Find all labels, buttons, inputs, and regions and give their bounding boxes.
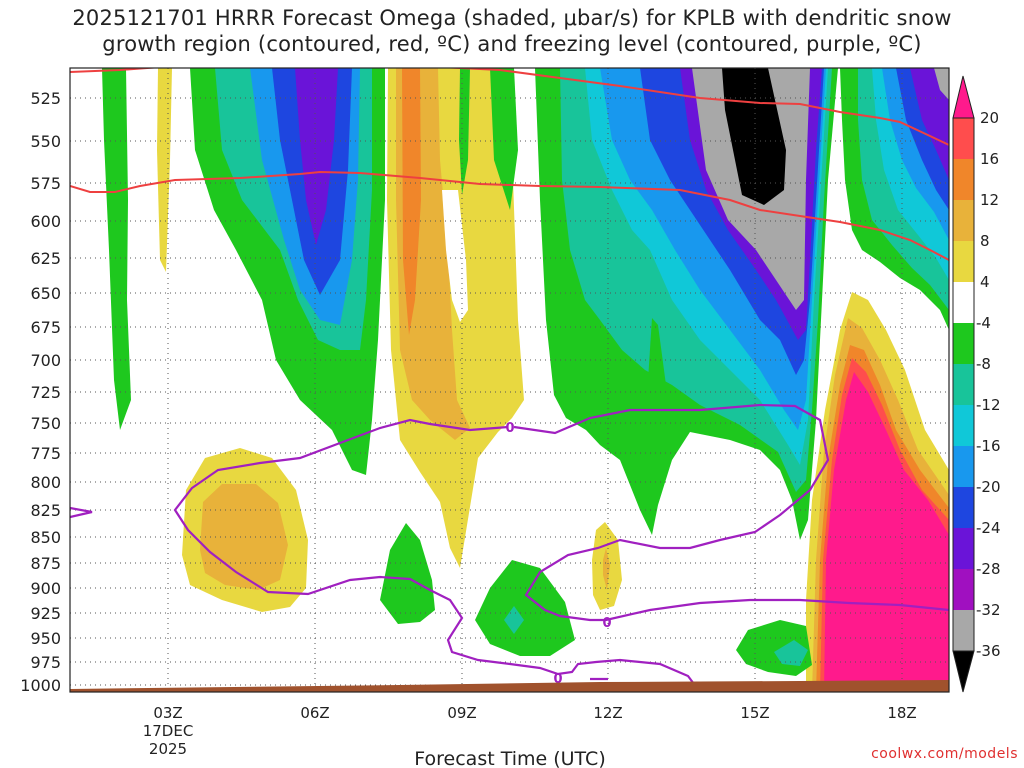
colorbar-top-triangle <box>952 75 975 119</box>
credit-text: coolwx.com/models <box>871 746 1018 762</box>
omega-region-surface-cell-2 <box>475 560 575 656</box>
omega-field <box>70 68 949 692</box>
x-tick-label: 06Z <box>300 704 329 722</box>
colorbar-swatch <box>953 405 974 446</box>
colorbar-swatch <box>953 569 974 610</box>
freezing-level-label: 0 <box>553 672 562 687</box>
colorbar-tick-label: -32 <box>976 601 1001 619</box>
omega-region-central-tongue <box>402 68 421 335</box>
freezing-level-contour <box>70 506 93 519</box>
y-tick-label: 725 <box>30 383 61 402</box>
omega-region-surface-cell-3 <box>774 640 808 666</box>
colorbar-swatch <box>953 159 974 200</box>
ground-strip <box>70 680 949 692</box>
chart-title-line2: growth region (contoured, red, ºC) and f… <box>102 32 922 56</box>
y-tick-label: 775 <box>30 444 61 463</box>
colorbar-tick-label: -36 <box>976 642 1001 660</box>
colorbar-tick-label: -12 <box>976 396 1001 414</box>
colorbar-bottom-triangle <box>952 650 975 693</box>
y-tick-label: 975 <box>30 653 61 672</box>
omega-region-surface-cell-1 <box>380 523 435 624</box>
y-tick-label: 650 <box>30 284 61 303</box>
y-tick-label: 575 <box>30 174 61 193</box>
colorbar-swatch <box>953 323 974 364</box>
y-tick-label: 525 <box>30 89 61 108</box>
gridlines <box>70 68 949 692</box>
colorbar-tick-label: 12 <box>980 191 999 209</box>
x-axis: 03Z 06Z 09Z 12Z 15Z 18Z 17DEC 2025 Forec… <box>143 704 917 768</box>
omega-region-left-band <box>102 68 131 430</box>
y-tick-label: 800 <box>30 473 61 492</box>
colorbar-swatch <box>953 528 974 569</box>
colorbar-swatch <box>953 200 974 241</box>
y-axis: 525 550 575 600 625 650 675 700 725 750 … <box>20 89 61 695</box>
freezing-level-label: 0 <box>602 616 611 631</box>
omega-region-lower-right <box>824 372 949 692</box>
colorbar-tick-label: 20 <box>980 109 999 127</box>
omega-region-system-b <box>648 318 666 415</box>
x-tick-label: 03Z <box>153 704 182 722</box>
colorbar-tick-label: 16 <box>980 150 999 168</box>
x-tick-label: 12Z <box>593 704 622 722</box>
y-tick-label: 675 <box>30 318 61 337</box>
colorbar-swatch <box>953 364 974 405</box>
colorbar-tick-label: -8 <box>976 355 991 373</box>
colorbar-swatch <box>953 487 974 528</box>
plot-frame <box>69 67 950 693</box>
freezing-level-contour <box>173 418 695 685</box>
freezing-level-contour <box>513 403 949 622</box>
x-year-label: 2025 <box>149 740 187 758</box>
y-tick-label: 850 <box>30 528 61 547</box>
colorbar-swatch <box>953 610 974 651</box>
colorbar-tick-label: 8 <box>980 232 990 250</box>
colorbar-tick-label: -24 <box>976 519 1001 537</box>
x-date-label: 17DEC <box>143 722 194 740</box>
y-tick-label: 875 <box>30 554 61 573</box>
colorbar-swatch <box>953 118 974 159</box>
colorbar-swatch <box>953 282 974 323</box>
freezing-level-label: 0 <box>505 421 514 436</box>
colorbar-swatch <box>953 446 974 487</box>
x-axis-title: Forecast Time (UTC) <box>414 748 605 768</box>
y-tick-label: 750 <box>30 414 61 433</box>
y-tick-label: 900 <box>30 579 61 598</box>
colorbar-tick-label: -20 <box>976 478 1001 496</box>
colorbar-tick-label: -16 <box>976 437 1001 455</box>
omega-region-system-c <box>910 68 949 180</box>
colorbar-swatch <box>953 241 974 282</box>
omega-region-system-c <box>934 68 949 100</box>
dgz-upper-contour <box>70 68 949 146</box>
y-tick-label: 950 <box>30 629 61 648</box>
contours: 0 0 0 <box>70 68 949 687</box>
omega-region-central-tongue <box>490 68 518 210</box>
dgz-lower-contour <box>70 170 949 261</box>
y-tick-label: 1000 <box>20 676 61 695</box>
colorbar-tick-label: 4 <box>980 273 990 291</box>
y-tick-label: 825 <box>30 501 61 520</box>
colorbar-tick-label: -28 <box>976 560 1001 578</box>
y-tick-label: 700 <box>30 351 61 370</box>
x-tick-label: 09Z <box>447 704 476 722</box>
y-tick-label: 625 <box>30 249 61 268</box>
chart-title-line1: 2025121701 HRRR Forecast Omega (shaded, … <box>72 6 952 30</box>
colorbar: 20 16 12 8 4 -4 -8 -12 -16 -20 -24 -28 -… <box>952 75 1001 693</box>
x-tick-label: 18Z <box>887 704 916 722</box>
x-tick-label: 15Z <box>740 704 769 722</box>
y-tick-label: 550 <box>30 132 61 151</box>
y-tick-label: 925 <box>30 604 61 623</box>
colorbar-tick-label: -4 <box>976 314 991 332</box>
omega-region-system-a <box>295 68 338 245</box>
y-tick-label: 600 <box>30 212 61 231</box>
omega-region-surface-cell-2 <box>504 606 524 634</box>
